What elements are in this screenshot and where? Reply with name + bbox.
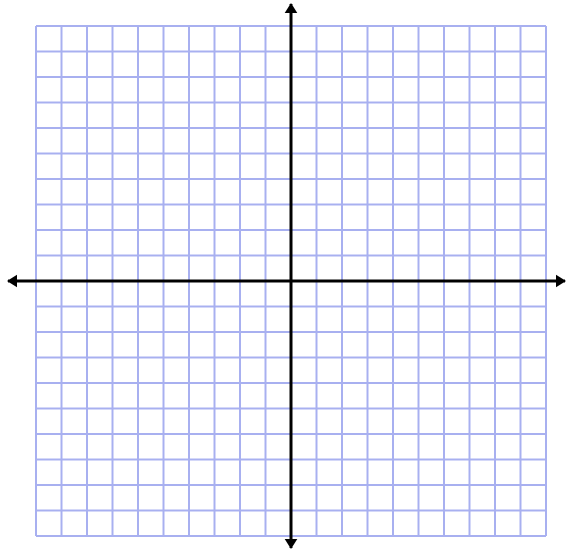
background bbox=[0, 0, 573, 552]
coordinate-plane bbox=[0, 0, 573, 552]
